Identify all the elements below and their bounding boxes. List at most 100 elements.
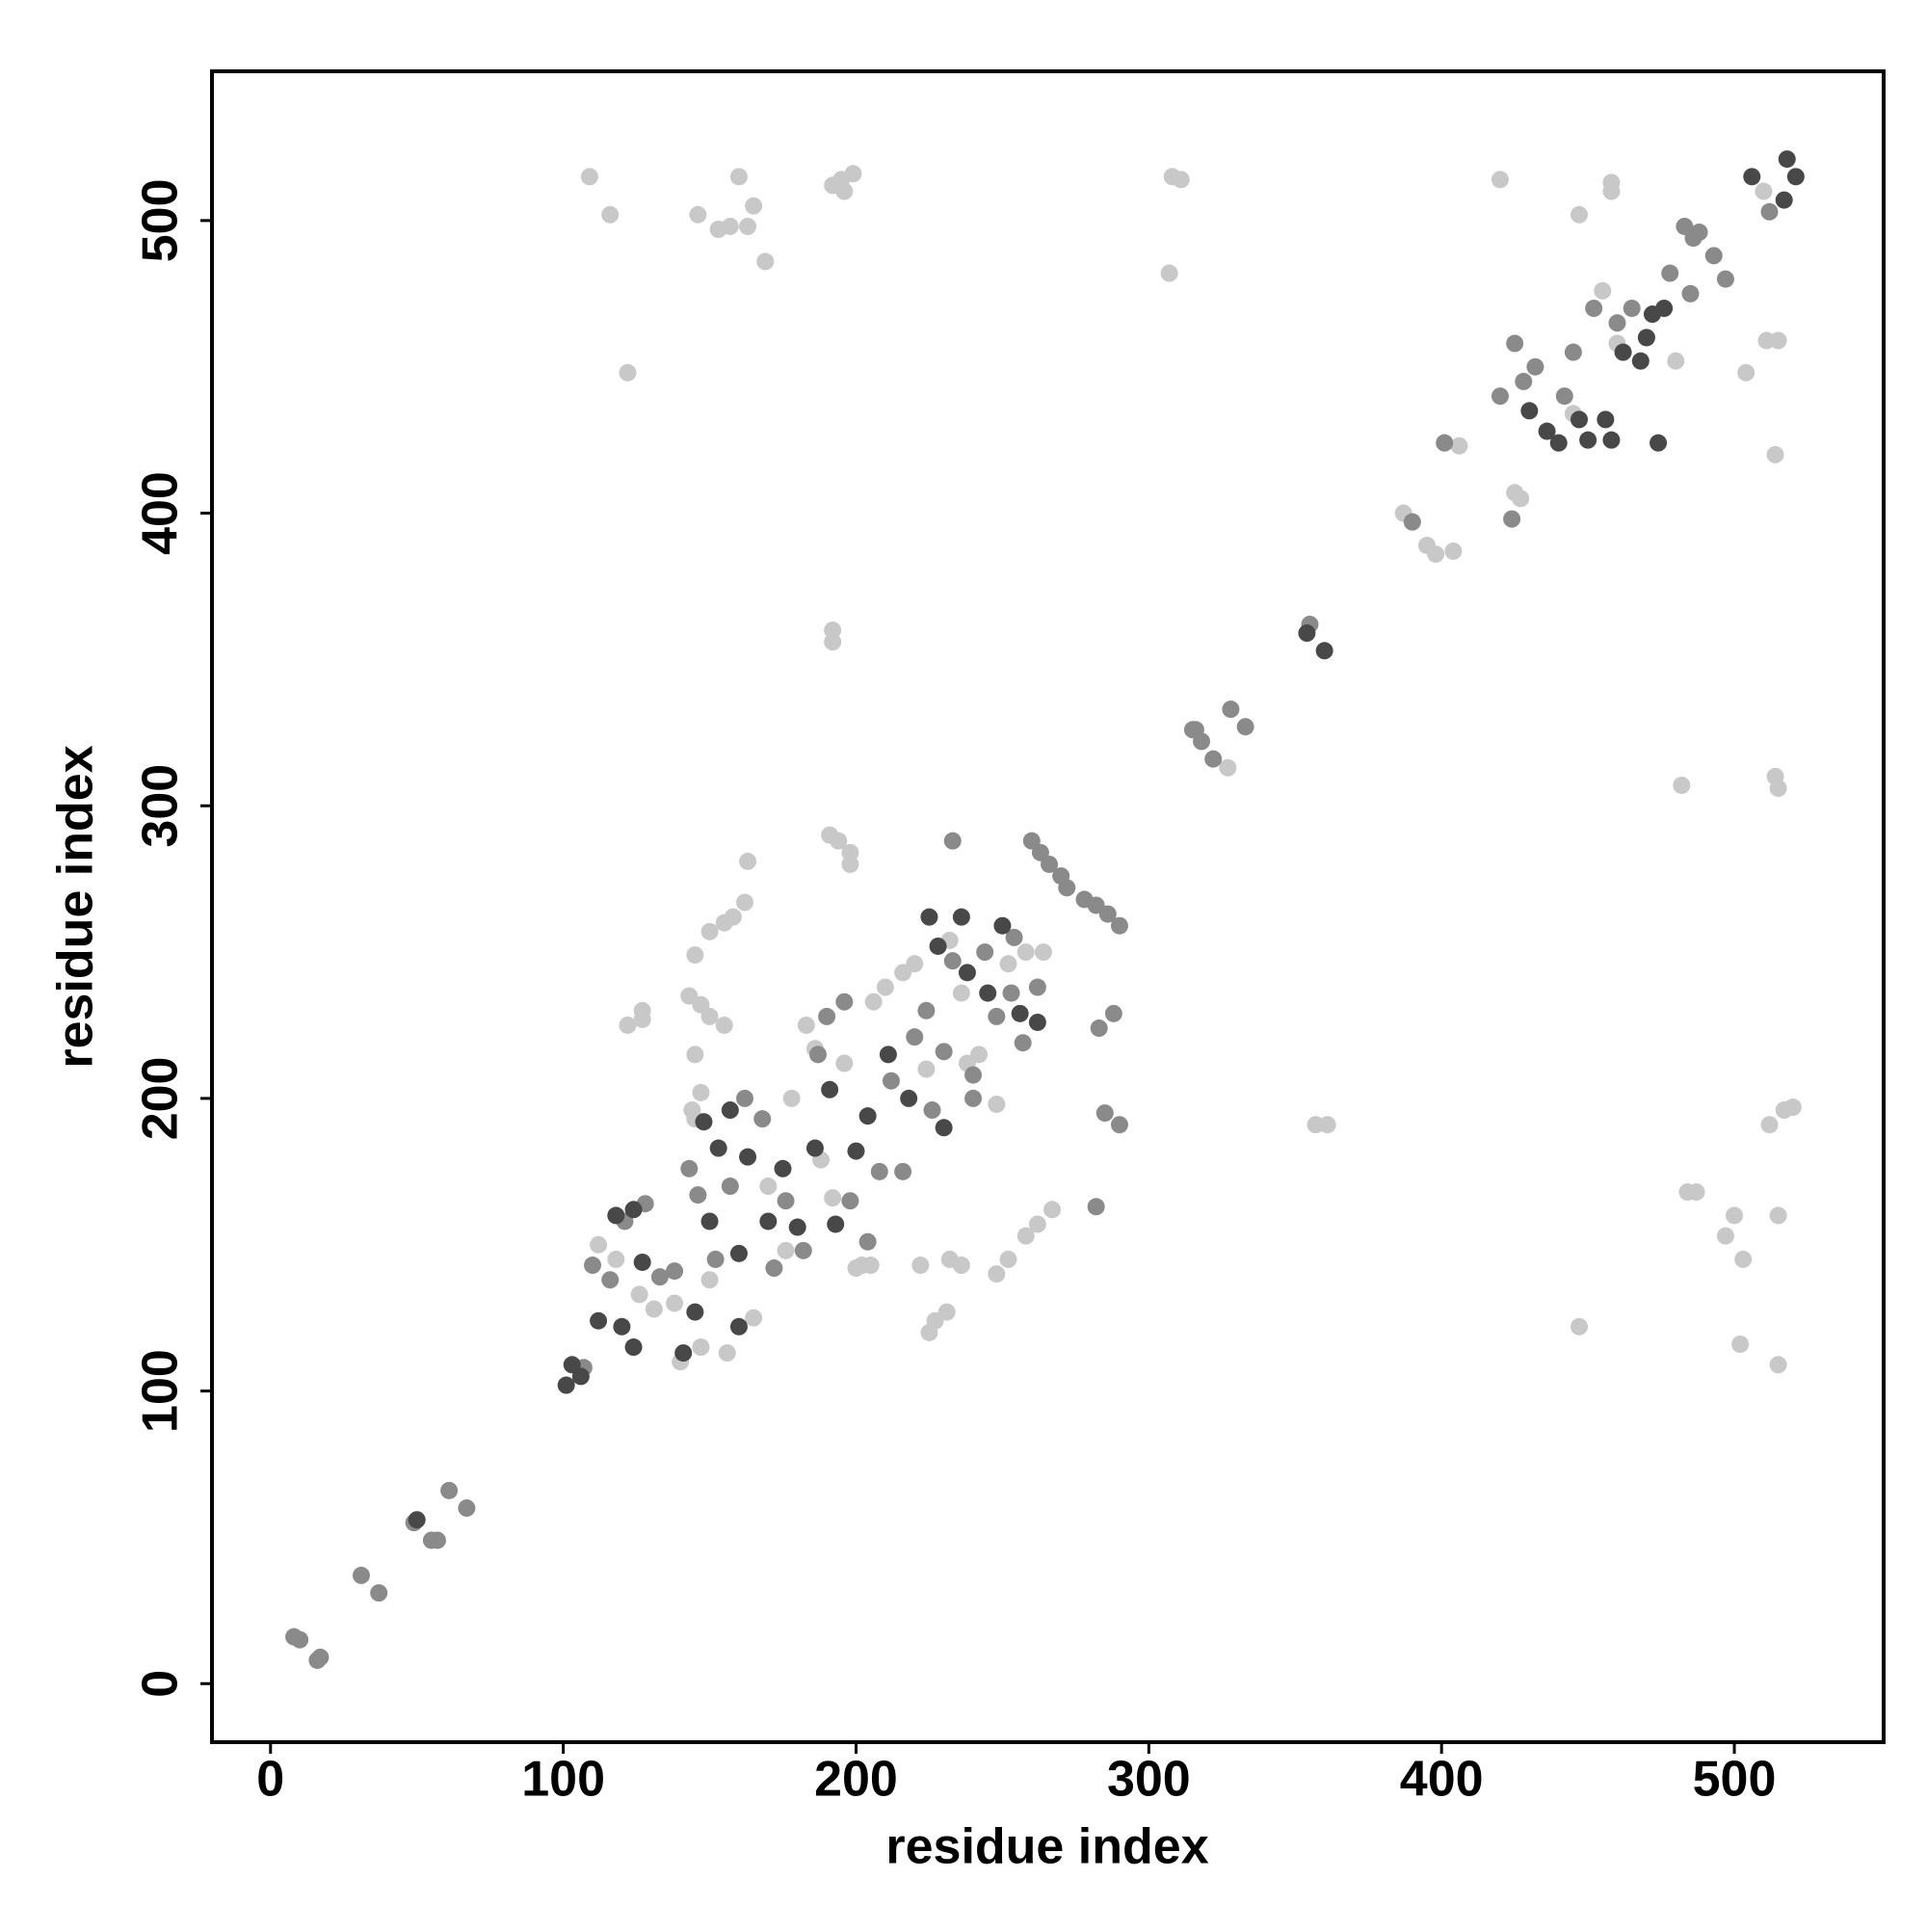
point <box>976 943 994 962</box>
point <box>1614 343 1632 361</box>
x-tick-label: 100 <box>521 1752 605 1808</box>
point <box>917 1001 936 1019</box>
point <box>1427 545 1445 564</box>
point <box>788 1218 806 1236</box>
point <box>1734 1250 1753 1268</box>
point <box>571 1367 590 1386</box>
point <box>844 165 862 183</box>
point <box>1597 410 1615 429</box>
point <box>674 1344 693 1363</box>
point <box>1570 205 1588 224</box>
point <box>782 1089 801 1107</box>
point <box>1760 1116 1779 1134</box>
point <box>721 1101 739 1120</box>
point <box>988 1265 1006 1284</box>
point <box>1005 928 1023 946</box>
point <box>1602 182 1621 200</box>
point <box>1011 1004 1029 1022</box>
point <box>935 1043 953 1061</box>
point <box>808 1045 827 1064</box>
point <box>630 1285 648 1304</box>
point <box>700 922 719 940</box>
point <box>1570 410 1588 429</box>
point <box>1655 299 1674 317</box>
point <box>1098 905 1117 923</box>
point <box>1506 334 1524 353</box>
point <box>1028 978 1046 996</box>
point <box>894 1162 912 1180</box>
point <box>935 1119 953 1137</box>
point <box>428 1531 446 1549</box>
point <box>709 1139 727 1157</box>
y-tick-label: 500 <box>133 178 189 262</box>
point <box>721 1178 739 1196</box>
point <box>1526 357 1544 376</box>
point <box>736 1089 754 1107</box>
point <box>1041 855 1059 873</box>
point <box>408 1511 426 1529</box>
point <box>864 992 883 1011</box>
point <box>1520 402 1539 420</box>
point <box>1769 331 1787 350</box>
point <box>923 1101 941 1120</box>
point <box>1222 701 1240 719</box>
point <box>584 1257 602 1275</box>
point <box>1016 1227 1035 1245</box>
point <box>613 1317 631 1336</box>
point <box>756 252 775 271</box>
point <box>686 1045 704 1064</box>
point <box>1716 270 1734 288</box>
point <box>1043 1201 1062 1219</box>
point <box>689 1186 707 1204</box>
point <box>794 1241 812 1259</box>
point <box>988 1007 1006 1025</box>
point <box>765 1259 783 1278</box>
point <box>695 1113 713 1131</box>
point <box>739 1148 757 1166</box>
point <box>1681 284 1700 303</box>
point <box>1775 191 1793 209</box>
point <box>1690 224 1708 242</box>
point <box>841 855 859 873</box>
point <box>650 1268 669 1286</box>
point <box>718 1344 736 1363</box>
point <box>958 964 976 982</box>
x-tick-label: 500 <box>1693 1752 1777 1808</box>
point <box>666 1294 684 1312</box>
point <box>847 1142 865 1160</box>
point <box>917 1060 936 1078</box>
point <box>1450 437 1468 455</box>
point <box>1602 431 1621 449</box>
point <box>1028 1215 1046 1233</box>
point <box>745 1309 763 1327</box>
point <box>739 217 757 235</box>
point <box>729 1244 748 1262</box>
point <box>1570 1317 1588 1336</box>
point <box>692 1338 710 1357</box>
point <box>1318 1116 1336 1134</box>
point <box>952 1257 970 1275</box>
point <box>1673 776 1691 794</box>
point <box>774 1159 792 1178</box>
point <box>835 182 854 200</box>
point <box>1755 182 1773 200</box>
point <box>1016 943 1035 962</box>
point <box>920 908 938 926</box>
point <box>1637 329 1655 347</box>
point <box>900 1089 918 1107</box>
point <box>607 1250 625 1268</box>
point <box>777 1241 795 1259</box>
point <box>1737 363 1755 382</box>
point <box>729 1317 748 1336</box>
point <box>1585 299 1603 317</box>
point <box>590 1235 608 1254</box>
point <box>753 1110 772 1128</box>
point <box>458 1499 476 1518</box>
y-tick-label: 0 <box>133 1670 189 1698</box>
point <box>1704 247 1723 265</box>
point <box>745 197 763 215</box>
point <box>601 205 620 224</box>
point <box>1760 202 1779 221</box>
point <box>715 913 733 932</box>
point <box>370 1584 388 1602</box>
